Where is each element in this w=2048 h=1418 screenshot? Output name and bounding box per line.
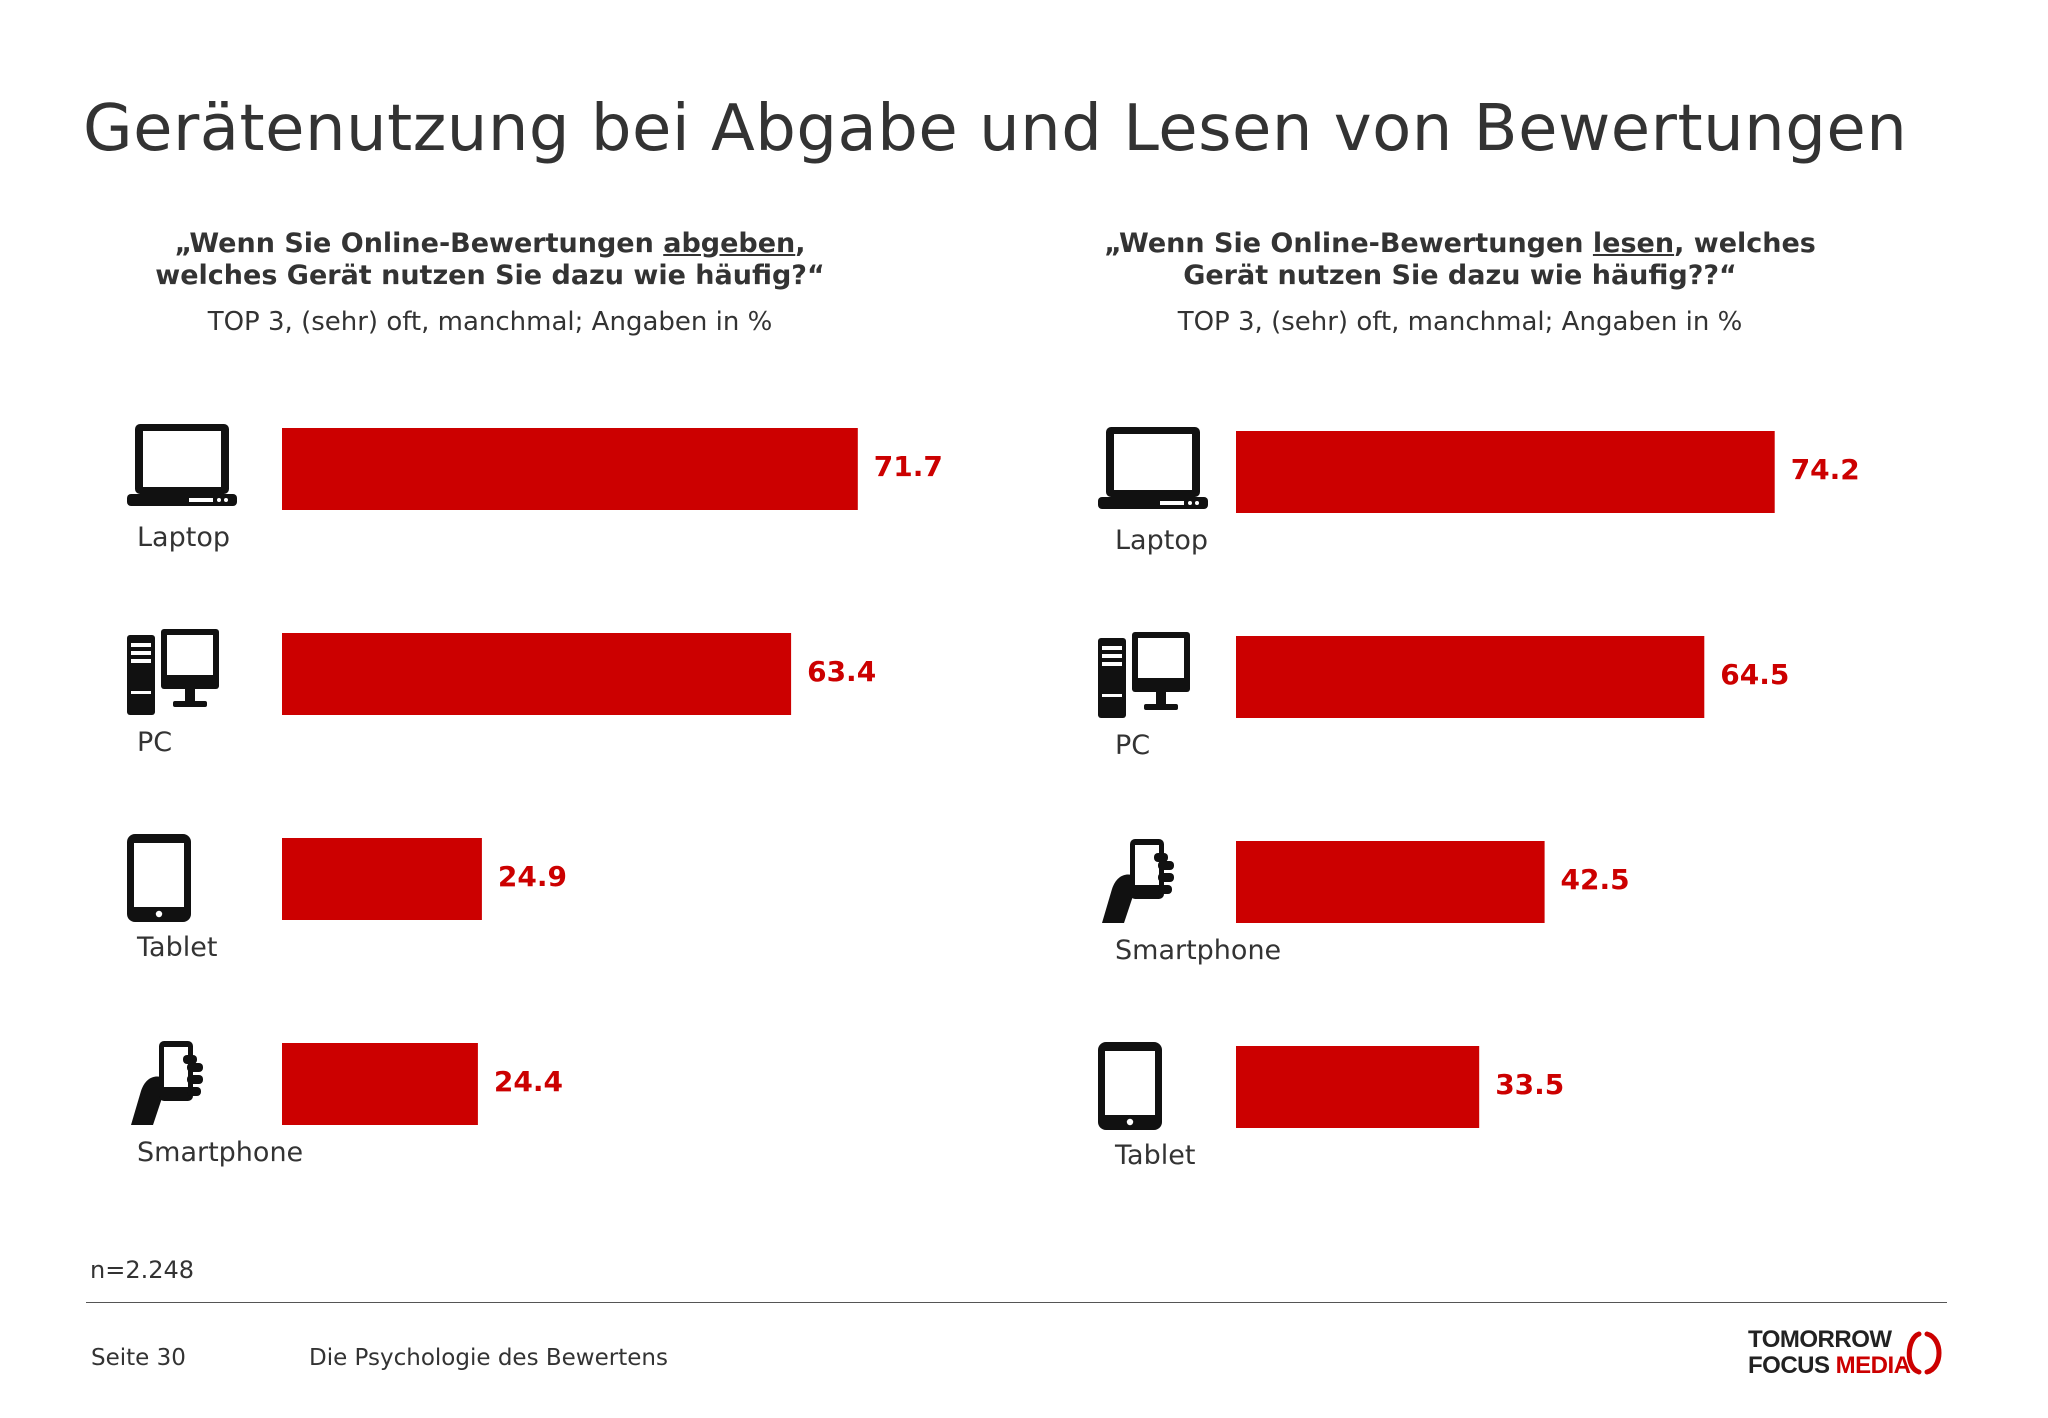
category-label-pc: PC [137,727,172,758]
brand-logo: TOMORROW FOCUS MEDIA [1748,1326,1948,1380]
category-label-laptop: Laptop [1115,525,1208,556]
right-question-line2: Gerät nutzen Sie dazu wie häufig??“ [1183,260,1737,291]
category-label-tablet: Tablet [1114,1140,1195,1171]
category-label-laptop: Laptop [137,522,230,553]
left-question-underlined: abgeben [663,228,796,259]
left-question-post: , [795,228,806,259]
category-label-smartphone: Smartphone [137,1137,303,1168]
pc-icon [1098,632,1190,718]
left-subtitle: TOP 3, (sehr) oft, manchmal; Angaben in … [207,307,773,337]
logo-line2: FOCUS MEDIA [1748,1352,1911,1380]
logo-mark-icon [1906,1331,1942,1375]
left-question-pre: „Wenn Sie Online-Bewertungen [174,228,664,259]
smartphone-icon [1102,839,1174,923]
bar-pc [282,633,792,715]
right-chart-panel: „Wenn Sie Online-Bewertungen lesen, welc… [970,0,1950,1240]
tablet-icon [127,834,191,922]
sample-size-note: n=2.248 [90,1256,195,1284]
bar-smartphone [1236,841,1545,923]
value-label-laptop: 74.2 [1791,453,1860,486]
page-title: Gerätenutzung bei Abgabe und Lesen von B… [83,92,1908,166]
tablet-icon [1098,1042,1162,1130]
left-chart-panel: „Wenn Sie Online-Bewertungen abgeben, we… [0,0,980,1240]
category-label-pc: PC [1115,730,1150,761]
smartphone-icon [131,1041,203,1125]
bar-tablet [1236,1046,1480,1128]
right-subtitle: TOP 3, (sehr) oft, manchmal; Angaben in … [1177,307,1743,337]
laptop-icon [127,424,237,506]
value-label-tablet: 33.5 [1495,1068,1564,1101]
footer-divider [86,1302,1947,1303]
left-question-line1: „Wenn Sie Online-Bewertungen abgeben, [0,228,980,259]
value-label-tablet: 24.9 [498,860,567,893]
value-label-pc: 64.5 [1720,658,1789,691]
value-label-smartphone: 24.4 [494,1065,563,1098]
logo-focus: FOCUS [1748,1352,1836,1379]
pc-icon [127,629,219,715]
right-question-line1: „Wenn Sie Online-Bewertungen lesen, welc… [970,228,1950,259]
logo-line1: TOMORROW [1748,1326,1892,1353]
laptop-icon [1098,427,1208,509]
bar-laptop [1236,431,1775,513]
category-label-tablet: Tablet [136,932,217,963]
left-bar-chart: 71.7 Laptop 63.4 PC 24.9 Tablet 24.4 Smartphone [127,424,943,1168]
bar-pc [1236,636,1705,718]
logo-media: MEDIA [1835,1352,1911,1379]
left-question-line2: welches Gerät nutzen Sie dazu wie häufig… [155,260,825,291]
right-question-underlined: lesen [1592,228,1675,259]
right-question-post: , welches [1674,228,1816,259]
document-title: Die Psychologie des Bewertens [309,1345,668,1371]
value-label-smartphone: 42.5 [1561,863,1630,896]
page-number: Seite 30 [91,1345,186,1371]
bar-laptop [282,428,858,510]
right-question-pre: „Wenn Sie Online-Bewertungen [1104,228,1593,259]
bar-smartphone [282,1043,478,1125]
category-label-smartphone: Smartphone [1115,935,1281,966]
value-label-laptop: 71.7 [874,450,943,483]
right-bar-chart: 74.2 Laptop 64.5 PC 42.5 Smartphone 33.5 Tablet [1098,427,1860,1171]
value-label-pc: 63.4 [807,655,876,688]
bar-tablet [282,838,482,920]
